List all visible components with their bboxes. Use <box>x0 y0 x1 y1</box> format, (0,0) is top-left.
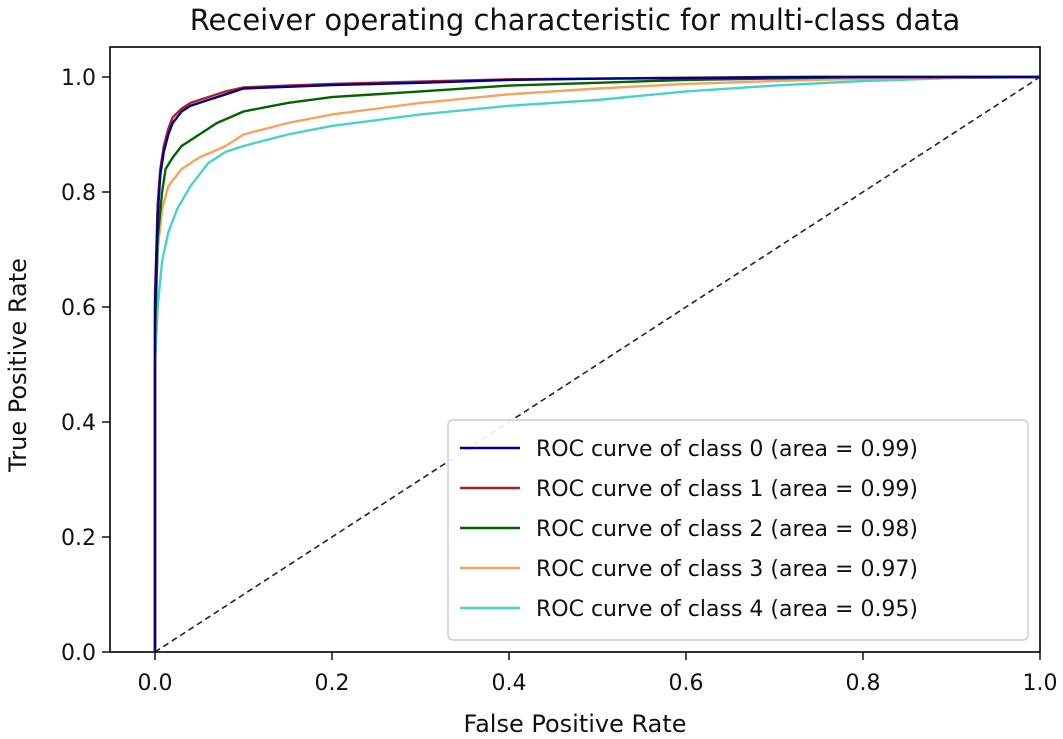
x-tick-label: 0.8 <box>846 671 881 696</box>
x-tick-label: 0.6 <box>669 671 704 696</box>
y-axis-label: True Positive Rate <box>4 258 32 473</box>
series-line-class-3 <box>153 75 1041 652</box>
x-tick-label: 0.0 <box>138 671 173 696</box>
x-tick-label: 0.4 <box>492 671 527 696</box>
legend-label-class-4: ROC curve of class 4 (area = 0.95) <box>536 597 918 622</box>
series-line-class-2 <box>153 75 1040 652</box>
series-line-class-0 <box>153 75 1040 652</box>
legend-box <box>447 419 1029 641</box>
series-line-class-4 <box>153 75 1041 652</box>
y-tick-label: 1.0 <box>61 66 96 91</box>
plot-area: 0.0 0.2 0.4 0.6 0.8 1.0 0.0 0.2 0.4 0.6 0.8 1.0 <box>61 46 1058 696</box>
y-tick-label: 0.4 <box>61 411 96 436</box>
y-tick-label: 0.6 <box>61 296 96 321</box>
x-tick-label: 0.2 <box>315 671 350 696</box>
legend: ROC curve of class 0 (area = 0.99) ROC cu… <box>447 419 1029 641</box>
legend-label-class-0: ROC curve of class 0 (area = 0.99) <box>536 437 918 462</box>
legend-label-class-2: ROC curve of class 2 (area = 0.98) <box>536 517 918 542</box>
y-tick-label: 0.8 <box>61 181 96 206</box>
y-tick-label: 0.0 <box>61 641 96 666</box>
x-axis-label: False Positive Rate <box>463 710 686 738</box>
axes-frame <box>109 46 1041 653</box>
legend-label-class-1: ROC curve of class 1 (area = 0.99) <box>536 477 918 502</box>
y-tick-label: 0.2 <box>61 526 96 551</box>
chance-diagonal-line <box>154 76 1041 653</box>
legend-label-class-3: ROC curve of class 3 (area = 0.97) <box>536 557 918 582</box>
x-tick-label: 1.0 <box>1023 671 1058 696</box>
chart-title: Receiver operating characteristic for mu… <box>190 3 961 37</box>
